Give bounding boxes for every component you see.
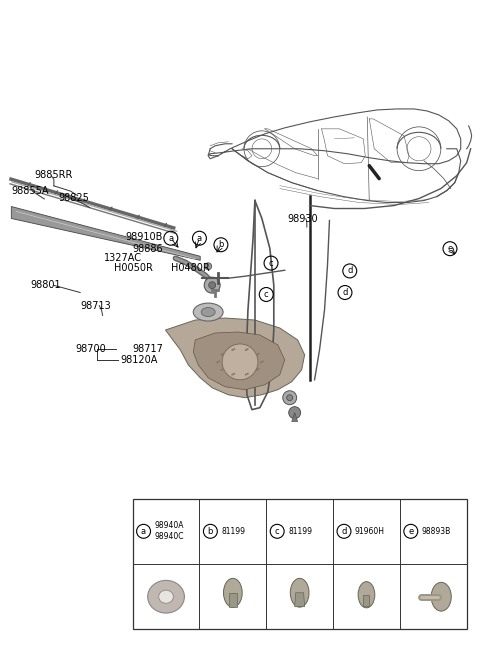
Text: 9885RR: 9885RR: [35, 170, 73, 180]
Text: 98120A: 98120A: [120, 355, 158, 365]
Bar: [132, 499, 467, 629]
Text: e: e: [447, 244, 453, 253]
Polygon shape: [295, 593, 305, 606]
Text: 98893B: 98893B: [422, 527, 451, 536]
Ellipse shape: [431, 582, 451, 611]
Bar: [363, 595, 370, 606]
Ellipse shape: [159, 590, 173, 603]
Text: a: a: [141, 527, 146, 536]
Text: 98717: 98717: [132, 344, 164, 354]
Polygon shape: [193, 332, 285, 390]
Text: a: a: [168, 234, 173, 242]
Ellipse shape: [358, 581, 375, 608]
Text: b: b: [218, 240, 224, 249]
Polygon shape: [292, 413, 298, 422]
Text: d: d: [342, 288, 348, 297]
Text: c: c: [264, 290, 268, 299]
Bar: [229, 593, 237, 606]
Text: a: a: [197, 234, 202, 242]
Ellipse shape: [290, 578, 309, 607]
Circle shape: [204, 277, 220, 293]
Circle shape: [209, 282, 216, 288]
Ellipse shape: [201, 307, 215, 317]
Ellipse shape: [224, 578, 242, 607]
Circle shape: [222, 344, 258, 380]
Text: e: e: [408, 527, 413, 536]
Text: 98886: 98886: [132, 244, 163, 254]
Text: 98700: 98700: [75, 344, 106, 354]
Text: c: c: [275, 527, 279, 536]
Circle shape: [288, 407, 300, 419]
Text: c: c: [269, 259, 273, 267]
Text: H0050R: H0050R: [114, 263, 153, 273]
Text: 1327AC: 1327AC: [104, 254, 142, 263]
Text: 81199: 81199: [221, 527, 245, 536]
Circle shape: [287, 395, 293, 401]
Text: b: b: [208, 527, 213, 536]
Circle shape: [204, 263, 212, 270]
Ellipse shape: [193, 303, 223, 321]
Text: 98910B: 98910B: [125, 232, 163, 242]
Circle shape: [283, 391, 297, 405]
Text: 98825: 98825: [59, 193, 90, 202]
Text: H0480R: H0480R: [171, 263, 210, 273]
Text: 91960H: 91960H: [355, 527, 385, 536]
Text: d: d: [347, 267, 352, 275]
Polygon shape: [12, 206, 200, 260]
Text: d: d: [341, 527, 347, 536]
Ellipse shape: [148, 580, 184, 613]
Polygon shape: [166, 318, 305, 397]
Text: 98801: 98801: [30, 281, 60, 290]
Text: 98713: 98713: [80, 301, 111, 311]
Text: 98855A: 98855A: [11, 186, 48, 196]
Text: 81199: 81199: [288, 527, 312, 536]
Text: 98940A
98940C: 98940A 98940C: [155, 521, 184, 541]
Text: 98930: 98930: [288, 214, 318, 223]
